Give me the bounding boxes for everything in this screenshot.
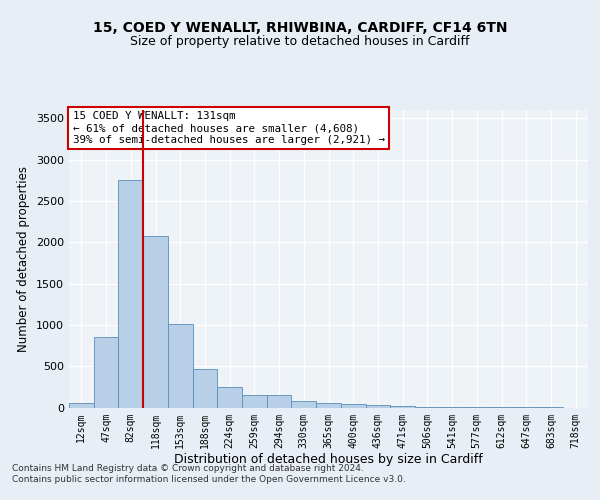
Bar: [316, 403, 341, 407]
Text: 15, COED Y WENALLT, RHIWBINA, CARDIFF, CF14 6TN: 15, COED Y WENALLT, RHIWBINA, CARDIFF, C…: [93, 20, 507, 34]
Text: 15 COED Y WENALLT: 131sqm
← 61% of detached houses are smaller (4,608)
39% of se: 15 COED Y WENALLT: 131sqm ← 61% of detac…: [73, 112, 385, 144]
Bar: [292, 402, 316, 407]
Bar: [118, 180, 143, 408]
Bar: [415, 406, 440, 408]
Bar: [341, 404, 365, 407]
X-axis label: Distribution of detached houses by size in Cardiff: Distribution of detached houses by size …: [174, 453, 483, 466]
Text: Contains HM Land Registry data © Crown copyright and database right 2024.
Contai: Contains HM Land Registry data © Crown c…: [12, 464, 406, 483]
Bar: [94, 338, 118, 407]
Bar: [217, 387, 242, 407]
Bar: [168, 324, 193, 407]
Bar: [365, 406, 390, 407]
Text: Size of property relative to detached houses in Cardiff: Size of property relative to detached ho…: [130, 35, 470, 48]
Bar: [440, 407, 464, 408]
Bar: [69, 403, 94, 407]
Bar: [267, 394, 292, 407]
Bar: [390, 406, 415, 407]
Bar: [143, 236, 168, 408]
Bar: [242, 394, 267, 407]
Y-axis label: Number of detached properties: Number of detached properties: [17, 166, 31, 352]
Bar: [193, 370, 217, 408]
